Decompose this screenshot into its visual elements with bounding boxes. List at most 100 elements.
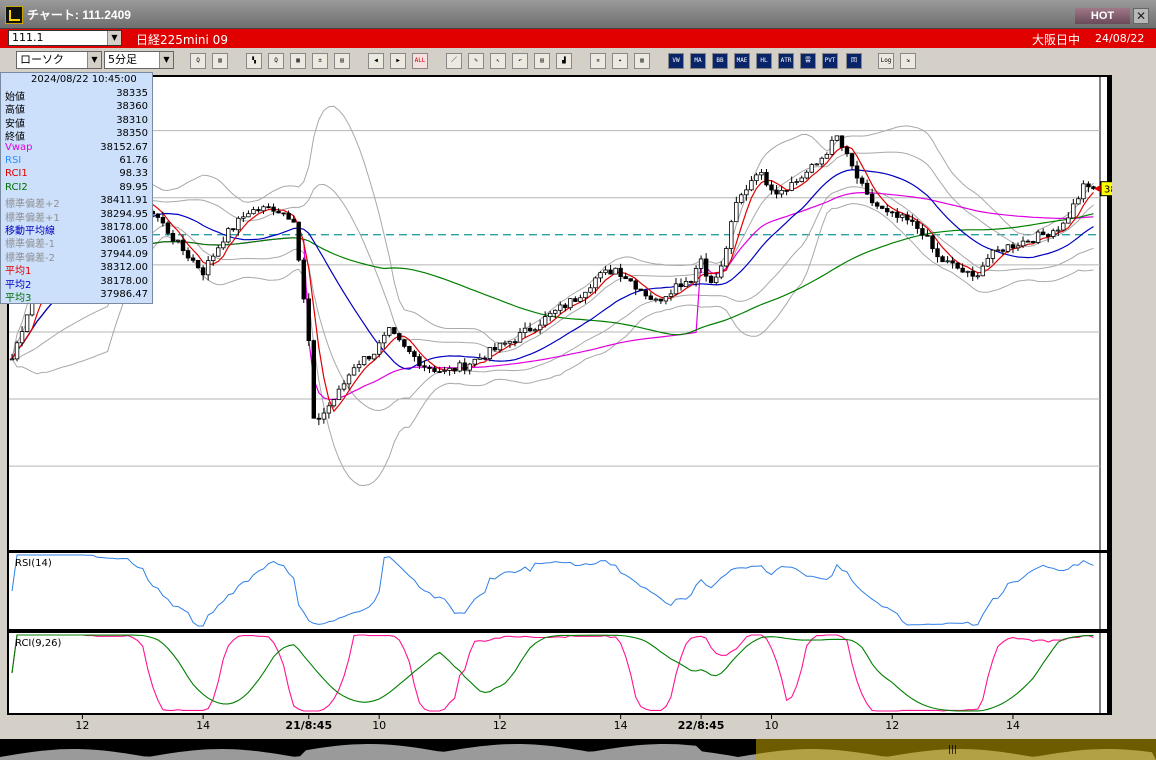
plus-minus-icon[interactable]: ±: [312, 53, 328, 69]
candle[interactable]: [497, 342, 503, 353]
candle[interactable]: [226, 227, 231, 244]
candle[interactable]: [965, 270, 970, 278]
rci-panel[interactable]: [9, 633, 1107, 713]
point-figure-icon[interactable]: 回: [846, 53, 862, 69]
candle[interactable]: [719, 261, 724, 280]
candle[interactable]: [160, 211, 166, 227]
candle[interactable]: [633, 279, 638, 296]
candle[interactable]: [271, 203, 276, 216]
candle[interactable]: [1035, 229, 1041, 245]
candle[interactable]: [593, 276, 598, 294]
candle[interactable]: [683, 277, 689, 288]
candle[interactable]: [829, 136, 835, 156]
candle[interactable]: [874, 201, 880, 210]
candle[interactable]: [598, 271, 603, 283]
hot-button[interactable]: HOT: [1075, 8, 1130, 24]
candle[interactable]: [1015, 242, 1021, 251]
candle[interactable]: [1081, 180, 1086, 203]
candle[interactable]: [1010, 242, 1016, 254]
candle[interactable]: [507, 341, 513, 348]
candle[interactable]: [155, 213, 161, 222]
candle[interactable]: [522, 322, 528, 338]
candle[interactable]: [708, 274, 714, 284]
chart-area[interactable]: 38400382003800037800376003740038230 80.0…: [7, 75, 1112, 715]
candle[interactable]: [532, 327, 538, 334]
candle[interactable]: [195, 259, 201, 269]
candle[interactable]: [734, 196, 739, 223]
price-panel[interactable]: [9, 77, 1107, 550]
candle[interactable]: [789, 176, 794, 192]
candle[interactable]: [673, 278, 679, 296]
candle[interactable]: [970, 266, 975, 282]
candle[interactable]: [412, 349, 417, 362]
candle[interactable]: [321, 407, 327, 424]
candle[interactable]: [216, 245, 221, 257]
candle[interactable]: [371, 353, 377, 361]
candle[interactable]: [990, 249, 996, 264]
candle[interactable]: [256, 206, 261, 213]
candle[interactable]: [628, 278, 633, 283]
candle[interactable]: [1086, 181, 1091, 193]
candle[interactable]: [281, 212, 286, 217]
candle[interactable]: [542, 311, 548, 328]
chart-type-select[interactable]: ローソク ▼: [16, 51, 102, 69]
candle[interactable]: [291, 215, 296, 223]
candle[interactable]: [930, 235, 935, 253]
candle[interactable]: [1051, 228, 1056, 239]
candle[interactable]: [477, 353, 482, 360]
log-icon[interactable]: Log: [878, 53, 894, 69]
all-icon[interactable]: ALL: [412, 53, 428, 69]
candle[interactable]: [985, 254, 991, 268]
mae-icon[interactable]: MAE: [734, 53, 750, 69]
candle[interactable]: [316, 413, 322, 426]
candle[interactable]: [769, 180, 774, 195]
candle[interactable]: [754, 172, 759, 185]
candle[interactable]: [563, 302, 568, 312]
candle[interactable]: [266, 203, 271, 209]
candle[interactable]: [472, 358, 477, 367]
candle[interactable]: [221, 236, 226, 250]
candle[interactable]: [900, 212, 905, 222]
candle[interactable]: [879, 205, 885, 210]
candle[interactable]: [854, 160, 860, 184]
candle[interactable]: [568, 298, 573, 311]
candle[interactable]: [170, 230, 176, 245]
candle[interactable]: [950, 256, 955, 269]
candle[interactable]: [648, 292, 654, 301]
candle[interactable]: [387, 327, 392, 338]
right-arrow-icon[interactable]: ▶: [390, 53, 406, 69]
candle[interactable]: [527, 322, 533, 333]
candle[interactable]: [688, 280, 694, 284]
candle[interactable]: [457, 360, 462, 373]
memo-icon[interactable]: ▤: [534, 53, 550, 69]
chevron-down-icon[interactable]: ▼: [159, 52, 173, 68]
candle[interactable]: [698, 255, 704, 274]
candle[interactable]: [588, 284, 593, 294]
candle[interactable]: [618, 263, 623, 282]
candle[interactable]: [558, 301, 563, 314]
candle[interactable]: [331, 399, 337, 408]
candle[interactable]: [819, 156, 825, 167]
cursor-icon[interactable]: ↖: [490, 53, 506, 69]
candle[interactable]: [180, 235, 186, 256]
candle[interactable]: [905, 211, 910, 225]
candle[interactable]: [1000, 248, 1006, 256]
draw-icon[interactable]: ✎: [468, 53, 484, 69]
time-axis[interactable]: 12 14 21/8:45 10 12 14 22/8:45 10 12 14 |||: [0, 715, 1156, 760]
chevron-down-icon[interactable]: ▼: [107, 31, 121, 45]
candle[interactable]: [492, 343, 498, 352]
candle[interactable]: [613, 267, 618, 275]
candle[interactable]: [960, 263, 965, 273]
candle[interactable]: [849, 153, 855, 170]
candle[interactable]: [165, 220, 171, 236]
candle[interactable]: [351, 364, 357, 376]
candle[interactable]: [663, 296, 669, 305]
candle[interactable]: [714, 272, 719, 285]
candle[interactable]: [9, 353, 15, 361]
candle[interactable]: [452, 367, 457, 375]
candle[interactable]: [603, 266, 608, 276]
candle[interactable]: [417, 353, 422, 369]
candle[interactable]: [276, 208, 281, 214]
candle[interactable]: [573, 296, 578, 303]
candle[interactable]: [920, 224, 925, 240]
